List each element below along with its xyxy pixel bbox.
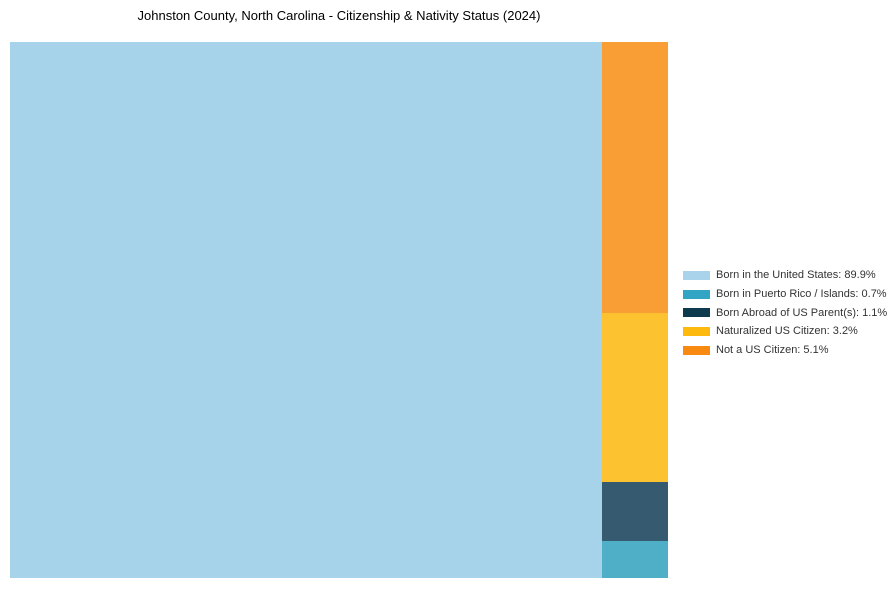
treemap-block-born-abroad-us-parents — [601, 482, 668, 541]
legend-item-born-puerto-rico-islands: Born in Puerto Rico / Islands: 0.7% — [683, 285, 887, 304]
legend-label-born-puerto-rico-islands: Born in Puerto Rico / Islands: 0.7% — [716, 288, 887, 301]
legend-label-born-abroad-us-parents: Born Abroad of US Parent(s): 1.1% — [716, 306, 888, 319]
legend-swatch-born-in-us — [683, 270, 710, 280]
treemap-plot — [10, 42, 668, 578]
legend-item-born-in-us: Born in the United States: 89.9% — [683, 266, 887, 285]
legend-swatch-born-puerto-rico-islands — [683, 289, 710, 299]
treemap-block-naturalized-us-citizen — [601, 312, 668, 483]
legend-item-not-us-citizen: Not a US Citizen: 5.1% — [683, 341, 887, 360]
treemap-block-not-us-citizen — [601, 42, 668, 313]
legend-item-naturalized-us-citizen: Naturalized US Citizen: 3.2% — [683, 322, 887, 341]
chart-title: Johnston County, North Carolina - Citize… — [137, 8, 541, 23]
treemap-block-born-in-us — [10, 42, 602, 578]
legend-item-born-abroad-us-parents: Born Abroad of US Parent(s): 1.1% — [683, 303, 887, 322]
legend-swatch-not-us-citizen — [683, 345, 710, 355]
legend-swatch-born-abroad-us-parents — [683, 308, 710, 318]
legend-label-not-us-citizen: Not a US Citizen: 5.1% — [716, 344, 829, 357]
legend-swatch-naturalized-us-citizen — [683, 326, 710, 336]
legend-label-naturalized-us-citizen: Naturalized US Citizen: 3.2% — [716, 325, 858, 338]
legend-label-born-in-us: Born in the United States: 89.9% — [716, 269, 876, 282]
treemap-block-born-puerto-rico-islands — [601, 540, 668, 578]
legend: Born in the United States: 89.9% Born in … — [683, 266, 887, 359]
